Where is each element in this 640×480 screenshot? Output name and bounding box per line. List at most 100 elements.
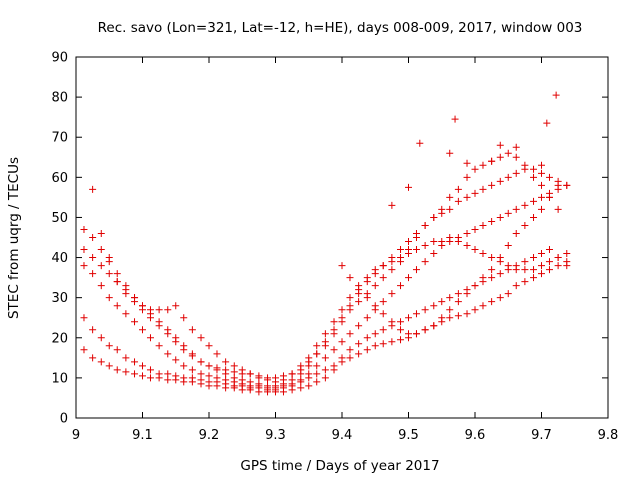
data-point — [113, 346, 121, 354]
data-point — [471, 189, 479, 197]
data-point — [405, 274, 412, 282]
data-point — [205, 378, 213, 386]
data-point — [379, 310, 387, 318]
data-point — [446, 234, 454, 241]
data-point — [504, 290, 512, 298]
data-point — [330, 330, 338, 338]
data-point — [297, 384, 305, 392]
data-point — [155, 306, 163, 314]
data-point — [421, 306, 429, 314]
data-point — [313, 350, 321, 358]
data-point — [371, 266, 379, 274]
data-point — [521, 161, 529, 169]
data-point — [146, 314, 154, 322]
data-point — [463, 290, 471, 298]
data-point — [397, 326, 405, 334]
data-point — [454, 312, 462, 320]
data-point — [430, 213, 438, 221]
axis-ticks — [75, 56, 609, 419]
data-point — [538, 181, 545, 189]
data-point — [238, 376, 246, 384]
data-point — [504, 262, 512, 270]
data-point — [388, 258, 396, 266]
data-point — [164, 306, 172, 314]
data-point — [222, 376, 230, 384]
data-point — [80, 346, 88, 354]
data-point — [355, 350, 363, 358]
data-point — [496, 270, 504, 278]
data-point — [238, 370, 246, 378]
data-point — [538, 262, 545, 270]
data-point — [363, 294, 371, 302]
series-arc-7 — [338, 181, 562, 338]
data-point — [230, 374, 238, 382]
data-point — [488, 181, 496, 189]
x-tick-label: 9.6 — [465, 428, 486, 443]
data-point — [397, 336, 405, 344]
data-point — [530, 173, 538, 181]
data-point — [180, 346, 188, 354]
data-point — [463, 159, 471, 167]
data-point — [305, 358, 313, 366]
data-point — [454, 197, 462, 205]
data-point — [504, 173, 512, 181]
data-point — [305, 382, 313, 390]
data-point — [97, 229, 105, 237]
data-point — [379, 326, 387, 334]
data-point — [388, 318, 396, 326]
data-point — [545, 246, 553, 254]
data-point — [313, 370, 321, 378]
data-point — [338, 354, 346, 362]
y-tick-label: 60 — [51, 171, 68, 186]
y-axis-title: STEC from uqrg / TECUs — [6, 157, 22, 319]
data-point — [180, 362, 188, 370]
y-tick-label: 90 — [51, 51, 68, 66]
data-point — [479, 221, 487, 229]
x-axis-title: GPS time / Days of year 2017 — [240, 458, 439, 474]
data-point — [512, 169, 520, 177]
data-point — [80, 246, 88, 254]
data-point — [471, 225, 479, 233]
data-point — [397, 318, 405, 326]
data-point — [205, 362, 213, 370]
data-point — [297, 366, 305, 374]
data-point — [255, 380, 263, 388]
data-point — [530, 165, 538, 173]
data-point — [97, 358, 105, 366]
data-point — [388, 266, 396, 274]
data-point — [512, 229, 520, 237]
data-point — [164, 370, 172, 378]
data-point — [155, 322, 163, 330]
data-point — [563, 181, 571, 189]
data-point — [172, 302, 180, 310]
data-point — [421, 242, 429, 250]
data-point — [512, 266, 520, 274]
data-point — [379, 298, 387, 306]
x-tick-label: 9.8 — [598, 428, 619, 443]
data-point — [180, 374, 188, 382]
data-point — [338, 262, 346, 270]
data-point — [388, 201, 396, 209]
data-point — [488, 274, 496, 282]
data-point — [230, 368, 238, 376]
y-tick-label: 40 — [51, 251, 68, 266]
data-point — [205, 342, 213, 350]
data-point — [213, 364, 221, 372]
data-point — [355, 298, 363, 306]
data-point — [188, 326, 196, 334]
data-point — [421, 326, 429, 334]
series-arc-3 — [80, 181, 571, 392]
data-point — [139, 372, 146, 380]
data-point — [346, 330, 354, 338]
data-point — [379, 262, 387, 270]
data-point — [496, 153, 504, 161]
data-point — [89, 354, 97, 362]
data-point — [412, 246, 420, 254]
data-point — [471, 246, 479, 254]
data-point — [363, 346, 371, 354]
data-point — [488, 266, 496, 274]
data-point — [97, 262, 105, 270]
data-point — [346, 274, 354, 282]
data-point — [530, 254, 538, 262]
data-point — [338, 338, 346, 346]
